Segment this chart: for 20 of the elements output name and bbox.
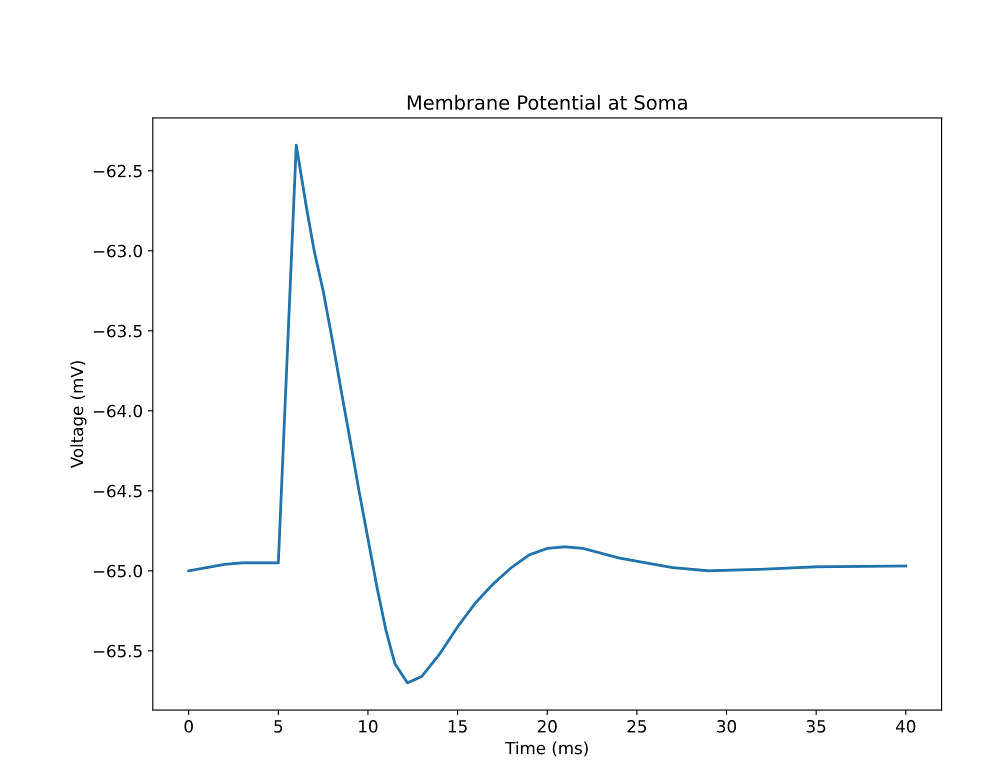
y-tick-label: −63.5 (94, 324, 142, 338)
x-tick-label: 35 (806, 720, 826, 733)
x-tick-label: 0 (184, 720, 193, 733)
y-tick-label: −64.5 (94, 484, 142, 498)
y-tick-label: −64.0 (94, 404, 142, 418)
x-tick-label: 10 (359, 720, 378, 733)
x-tick-label: 15 (448, 720, 467, 733)
y-tick-label: −65.5 (94, 644, 142, 658)
y-tick-label: −65.0 (94, 564, 142, 578)
chart-title: Membrane Potential at Soma (408, 94, 687, 110)
y-tick-label: −62.5 (94, 164, 142, 178)
x-tick-label: 40 (896, 720, 916, 733)
x-tick-label: 30 (717, 720, 736, 733)
y-tick-label: −63.0 (94, 244, 142, 258)
line-series (187, 144, 908, 684)
x-axis-title: Time (ms) (505, 741, 588, 756)
y-axis-title: Voltage (mV) (70, 361, 86, 468)
x-tick-label: 5 (274, 720, 282, 733)
x-tick-label: 25 (627, 720, 646, 733)
x-tick-label: 20 (538, 720, 557, 733)
